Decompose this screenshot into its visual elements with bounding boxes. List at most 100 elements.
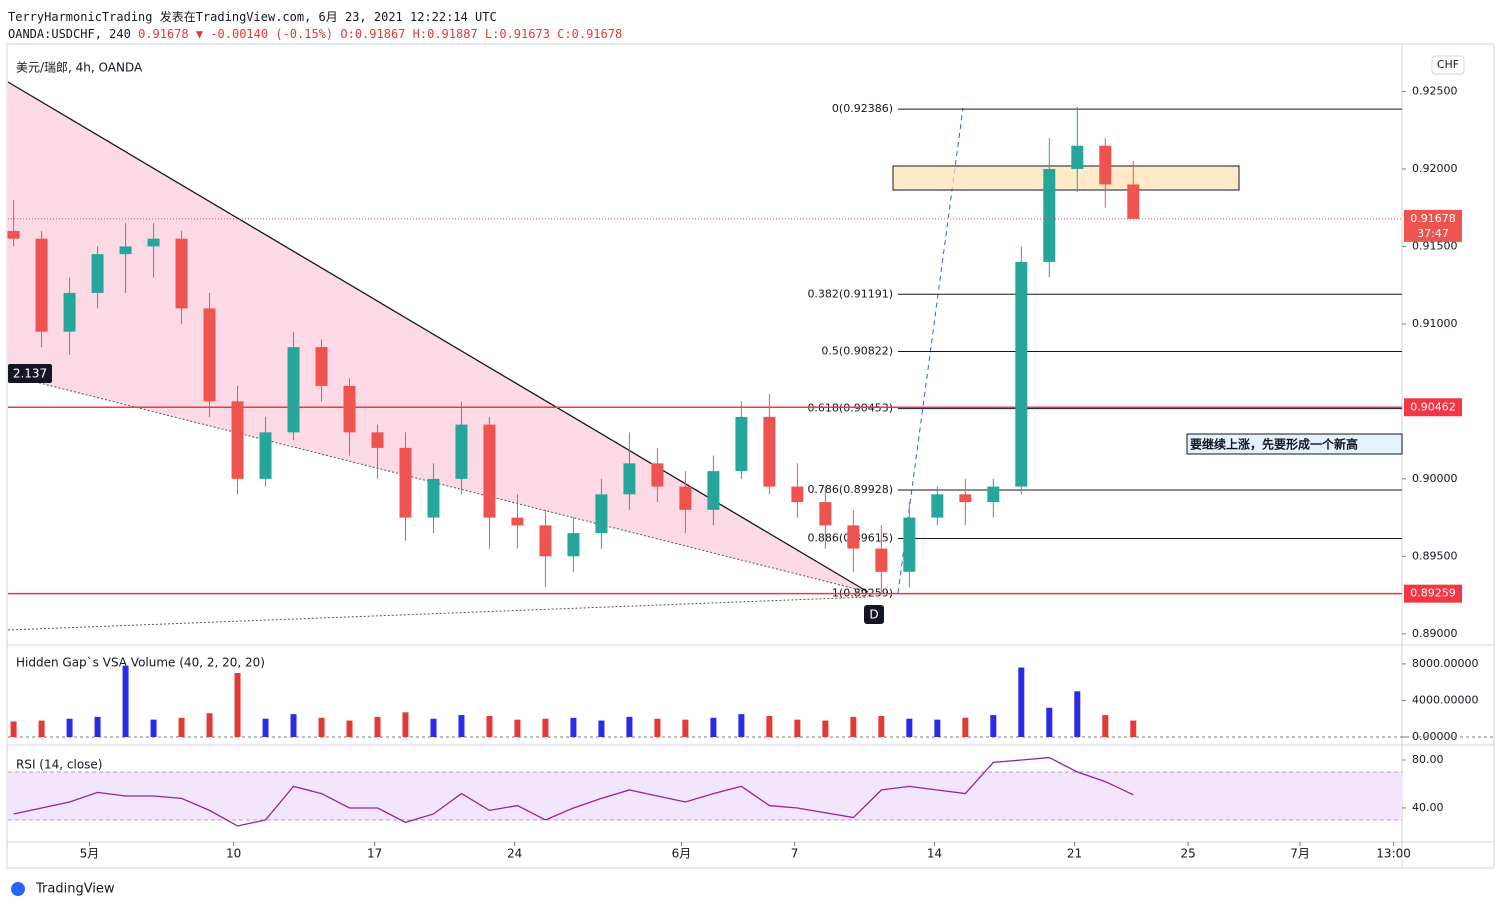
volume-bar [1046, 707, 1053, 737]
x-tick-label: 24 [507, 847, 522, 861]
y-tick-label: 0.92000 [1412, 162, 1458, 175]
symbol: OANDA:USDCHF, 240 [8, 27, 131, 41]
frame [6, 43, 1495, 869]
candle-body [7, 230, 20, 239]
volume-bar [290, 714, 297, 737]
x-tick-label: 7 [791, 847, 799, 861]
volume-bar [10, 721, 17, 737]
price-line-label: 0.90462 [1410, 400, 1456, 413]
volume-bar [682, 719, 689, 737]
candle-body [483, 424, 496, 518]
volume-bar [94, 716, 101, 737]
volume-bar [402, 712, 409, 737]
y-tick-label: 0.90000 [1412, 472, 1458, 485]
volume-bar [962, 717, 969, 737]
volume-title: Hidden Gap`s VSA Volume (40, 2, 20, 20) [16, 656, 265, 670]
candle-body [539, 525, 552, 557]
candle-body [231, 401, 244, 479]
fib-label: 0.382(0.91191) [807, 287, 893, 300]
fib-label: 0.5(0.90822) [821, 344, 893, 357]
candle-body [1099, 145, 1112, 185]
price-line-label: 0.89259 [1410, 587, 1456, 600]
candle-body [35, 238, 48, 332]
volume-bar [542, 718, 549, 737]
candle-body [1043, 168, 1056, 262]
volume-bar [346, 720, 353, 737]
volume-bar [178, 717, 185, 737]
volume-bar [766, 715, 773, 737]
last-price-label: 0.91678 [1410, 212, 1456, 225]
volume-bar [122, 665, 129, 737]
candle-body [511, 517, 524, 526]
trend-line [7, 596, 869, 631]
candle-body [1015, 261, 1028, 487]
x-tick-label: 14 [927, 847, 942, 861]
candle-body [175, 238, 188, 309]
chart-title: 美元/瑞郎, 4h, OANDA [16, 61, 143, 75]
candle-body [91, 254, 104, 293]
x-tick-label: 10 [226, 847, 241, 861]
candle-body [987, 486, 1000, 503]
volume-bar [234, 673, 241, 737]
point-badge [864, 605, 884, 624]
candle-body [119, 246, 132, 255]
candle-body [875, 548, 888, 572]
candle-body [679, 486, 692, 510]
candle-body [147, 238, 160, 247]
volume-bar [374, 716, 381, 737]
candle-body [455, 424, 468, 479]
candle-body [651, 463, 664, 487]
volume-bar [878, 715, 885, 737]
volume-bar [794, 719, 801, 737]
symbol-line: OANDA:USDCHF, 240 0.91678 ▼ -0.00140 (-0… [8, 27, 622, 41]
annotation-box [1186, 433, 1403, 455]
y-tick-label: 0.89000 [1412, 627, 1458, 640]
volume-bar [626, 716, 633, 737]
y-tick-label: 0.91000 [1412, 317, 1458, 330]
volume-bar [66, 718, 73, 737]
annotation: 要继续上涨，先要形成一个新高 [1190, 437, 1358, 452]
candle-body [203, 308, 216, 402]
x-tick-label: 13:00 [1376, 847, 1411, 861]
candle-body [427, 478, 440, 518]
volume-bar [654, 718, 661, 737]
volume-bar [934, 719, 941, 737]
volume-bar [822, 720, 829, 737]
volume-bar [486, 715, 493, 737]
quote: 0.91678 ▼ -0.00140 (-0.15%) [138, 27, 334, 41]
pattern-label: 2.137 [13, 367, 47, 381]
x-tick-label: 5月 [80, 847, 100, 861]
volume-bar [850, 716, 857, 737]
y-tick-label: 8000.00000 [1412, 657, 1478, 670]
price-badge [1404, 398, 1462, 417]
candle-body [847, 525, 860, 549]
x-tick-label: 6月 [672, 847, 692, 861]
logo [11, 882, 25, 896]
candle-body [315, 347, 328, 386]
pattern-badge [8, 364, 52, 383]
candle-body [931, 494, 944, 518]
candle-body [287, 347, 300, 433]
volume-bar [1018, 667, 1025, 737]
candle-body [623, 463, 636, 495]
volume-bar [262, 718, 269, 737]
price-badge [1404, 584, 1462, 603]
ohlc: C:0.91678 [557, 27, 623, 41]
volume-bar [430, 718, 437, 737]
volume-bar [1102, 715, 1109, 737]
volume-bar [458, 715, 465, 737]
volume-bar [206, 713, 213, 737]
resistance-zone [892, 165, 1240, 191]
currency: CHF [1437, 58, 1459, 71]
volume-bar [906, 718, 913, 737]
volume-bar [990, 715, 997, 737]
candle-body [819, 502, 832, 526]
volume-bar [1074, 691, 1081, 737]
candle-body [595, 494, 608, 534]
candle-body [791, 486, 804, 503]
candle-body [567, 533, 580, 557]
last-price-badge [1404, 209, 1462, 242]
brand: TradingView [35, 882, 115, 897]
publisher: TerryHarmonicTrading 发表在TradingView.com,… [8, 10, 497, 24]
